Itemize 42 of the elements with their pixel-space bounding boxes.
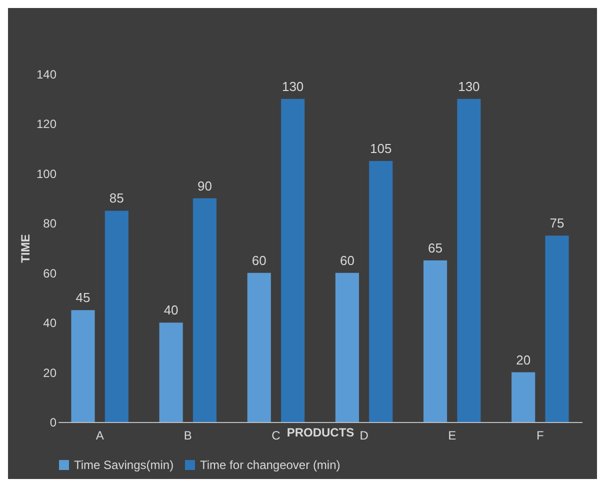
x-tick-label: F	[536, 428, 544, 442]
y-tick-label: 40	[43, 316, 57, 330]
y-tick-label: 120	[36, 117, 57, 132]
bar	[192, 198, 217, 422]
legend-label: Time Savings(min)	[74, 458, 174, 472]
bar	[369, 161, 393, 422]
bar	[457, 98, 481, 422]
y-tick-label: 100	[36, 166, 57, 181]
data-label: 60	[340, 252, 354, 268]
y-tick-label: 20	[43, 366, 57, 380]
data-label: 75	[550, 216, 564, 231]
y-tick-label: 0	[50, 416, 57, 430]
y-tick-label: 60	[43, 266, 57, 280]
x-tick-label: B	[184, 428, 192, 442]
data-label: 45	[76, 290, 90, 306]
x-tick-label: C	[272, 428, 281, 442]
bar	[71, 310, 95, 422]
bar	[104, 210, 128, 422]
x-tick-label: E	[448, 428, 456, 442]
data-label: 105	[370, 141, 392, 156]
data-label: 60	[252, 252, 266, 268]
data-label: 130	[282, 78, 304, 94]
y-tick-label: 140	[36, 68, 57, 82]
y-axis-title: TIME	[18, 234, 32, 263]
bar	[247, 272, 271, 422]
data-label: 130	[458, 78, 480, 94]
x-axis-title: PRODUCTS	[286, 426, 354, 440]
bar	[512, 372, 536, 422]
data-label: 20	[516, 352, 531, 368]
data-label: 65	[428, 240, 442, 256]
bar	[159, 322, 183, 422]
x-tick-label: D	[360, 428, 369, 442]
bar	[281, 98, 305, 422]
y-tick-label: 80	[43, 216, 57, 231]
data-label: 40	[164, 302, 178, 318]
legend-label: Time for changeover (min)	[200, 458, 340, 472]
data-label: 85	[109, 190, 124, 206]
bar	[545, 236, 569, 422]
bar	[335, 272, 359, 422]
bar	[423, 260, 448, 422]
data-label: 90	[198, 178, 212, 194]
x-tick-label: A	[96, 428, 104, 442]
